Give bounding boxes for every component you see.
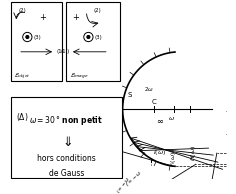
Text: $\omega = 30\,°\ \mathbf{non\ petit}$: $\omega = 30\,°\ \mathbf{non\ petit}$ bbox=[29, 114, 103, 127]
Bar bbox=[66, 2, 120, 81]
Bar bbox=[11, 97, 122, 178]
Text: (2): (2) bbox=[94, 8, 102, 13]
Text: (1'): (1') bbox=[61, 49, 70, 54]
Text: $\Downarrow$: $\Downarrow$ bbox=[60, 136, 72, 149]
Text: $\mathcal{E}_{image}$: $\mathcal{E}_{image}$ bbox=[70, 72, 89, 82]
Text: $i'=-\omega$: $i'=-\omega$ bbox=[124, 169, 145, 189]
Text: $\mathcal{E}_{objet}$: $\mathcal{E}_{objet}$ bbox=[14, 72, 31, 82]
Text: C: C bbox=[152, 99, 156, 105]
Text: S: S bbox=[127, 92, 132, 98]
Text: $i=-\omega$: $i=-\omega$ bbox=[115, 175, 132, 194]
Text: $\infty$: $\infty$ bbox=[156, 117, 164, 126]
Text: $F_i(\omega)$: $F_i(\omega)$ bbox=[169, 151, 178, 167]
Text: hors conditions: hors conditions bbox=[37, 154, 96, 164]
Bar bbox=[11, 2, 63, 81]
Text: (3): (3) bbox=[34, 35, 42, 40]
Text: $I(\omega)$: $I(\omega)$ bbox=[153, 148, 167, 157]
Text: de Gauss: de Gauss bbox=[49, 169, 84, 178]
Text: $2\omega$: $2\omega$ bbox=[143, 85, 153, 93]
Text: $(\Delta)$: $(\Delta)$ bbox=[16, 111, 29, 123]
Text: (3): (3) bbox=[95, 35, 103, 40]
Circle shape bbox=[87, 36, 90, 38]
Text: +: + bbox=[72, 13, 79, 22]
Circle shape bbox=[26, 36, 29, 38]
Text: $H(\omega)$: $H(\omega)$ bbox=[189, 144, 198, 160]
Text: +: + bbox=[39, 13, 46, 22]
Text: (2): (2) bbox=[18, 8, 26, 13]
Text: $\omega$: $\omega$ bbox=[168, 115, 175, 122]
Text: (1): (1) bbox=[56, 49, 64, 54]
